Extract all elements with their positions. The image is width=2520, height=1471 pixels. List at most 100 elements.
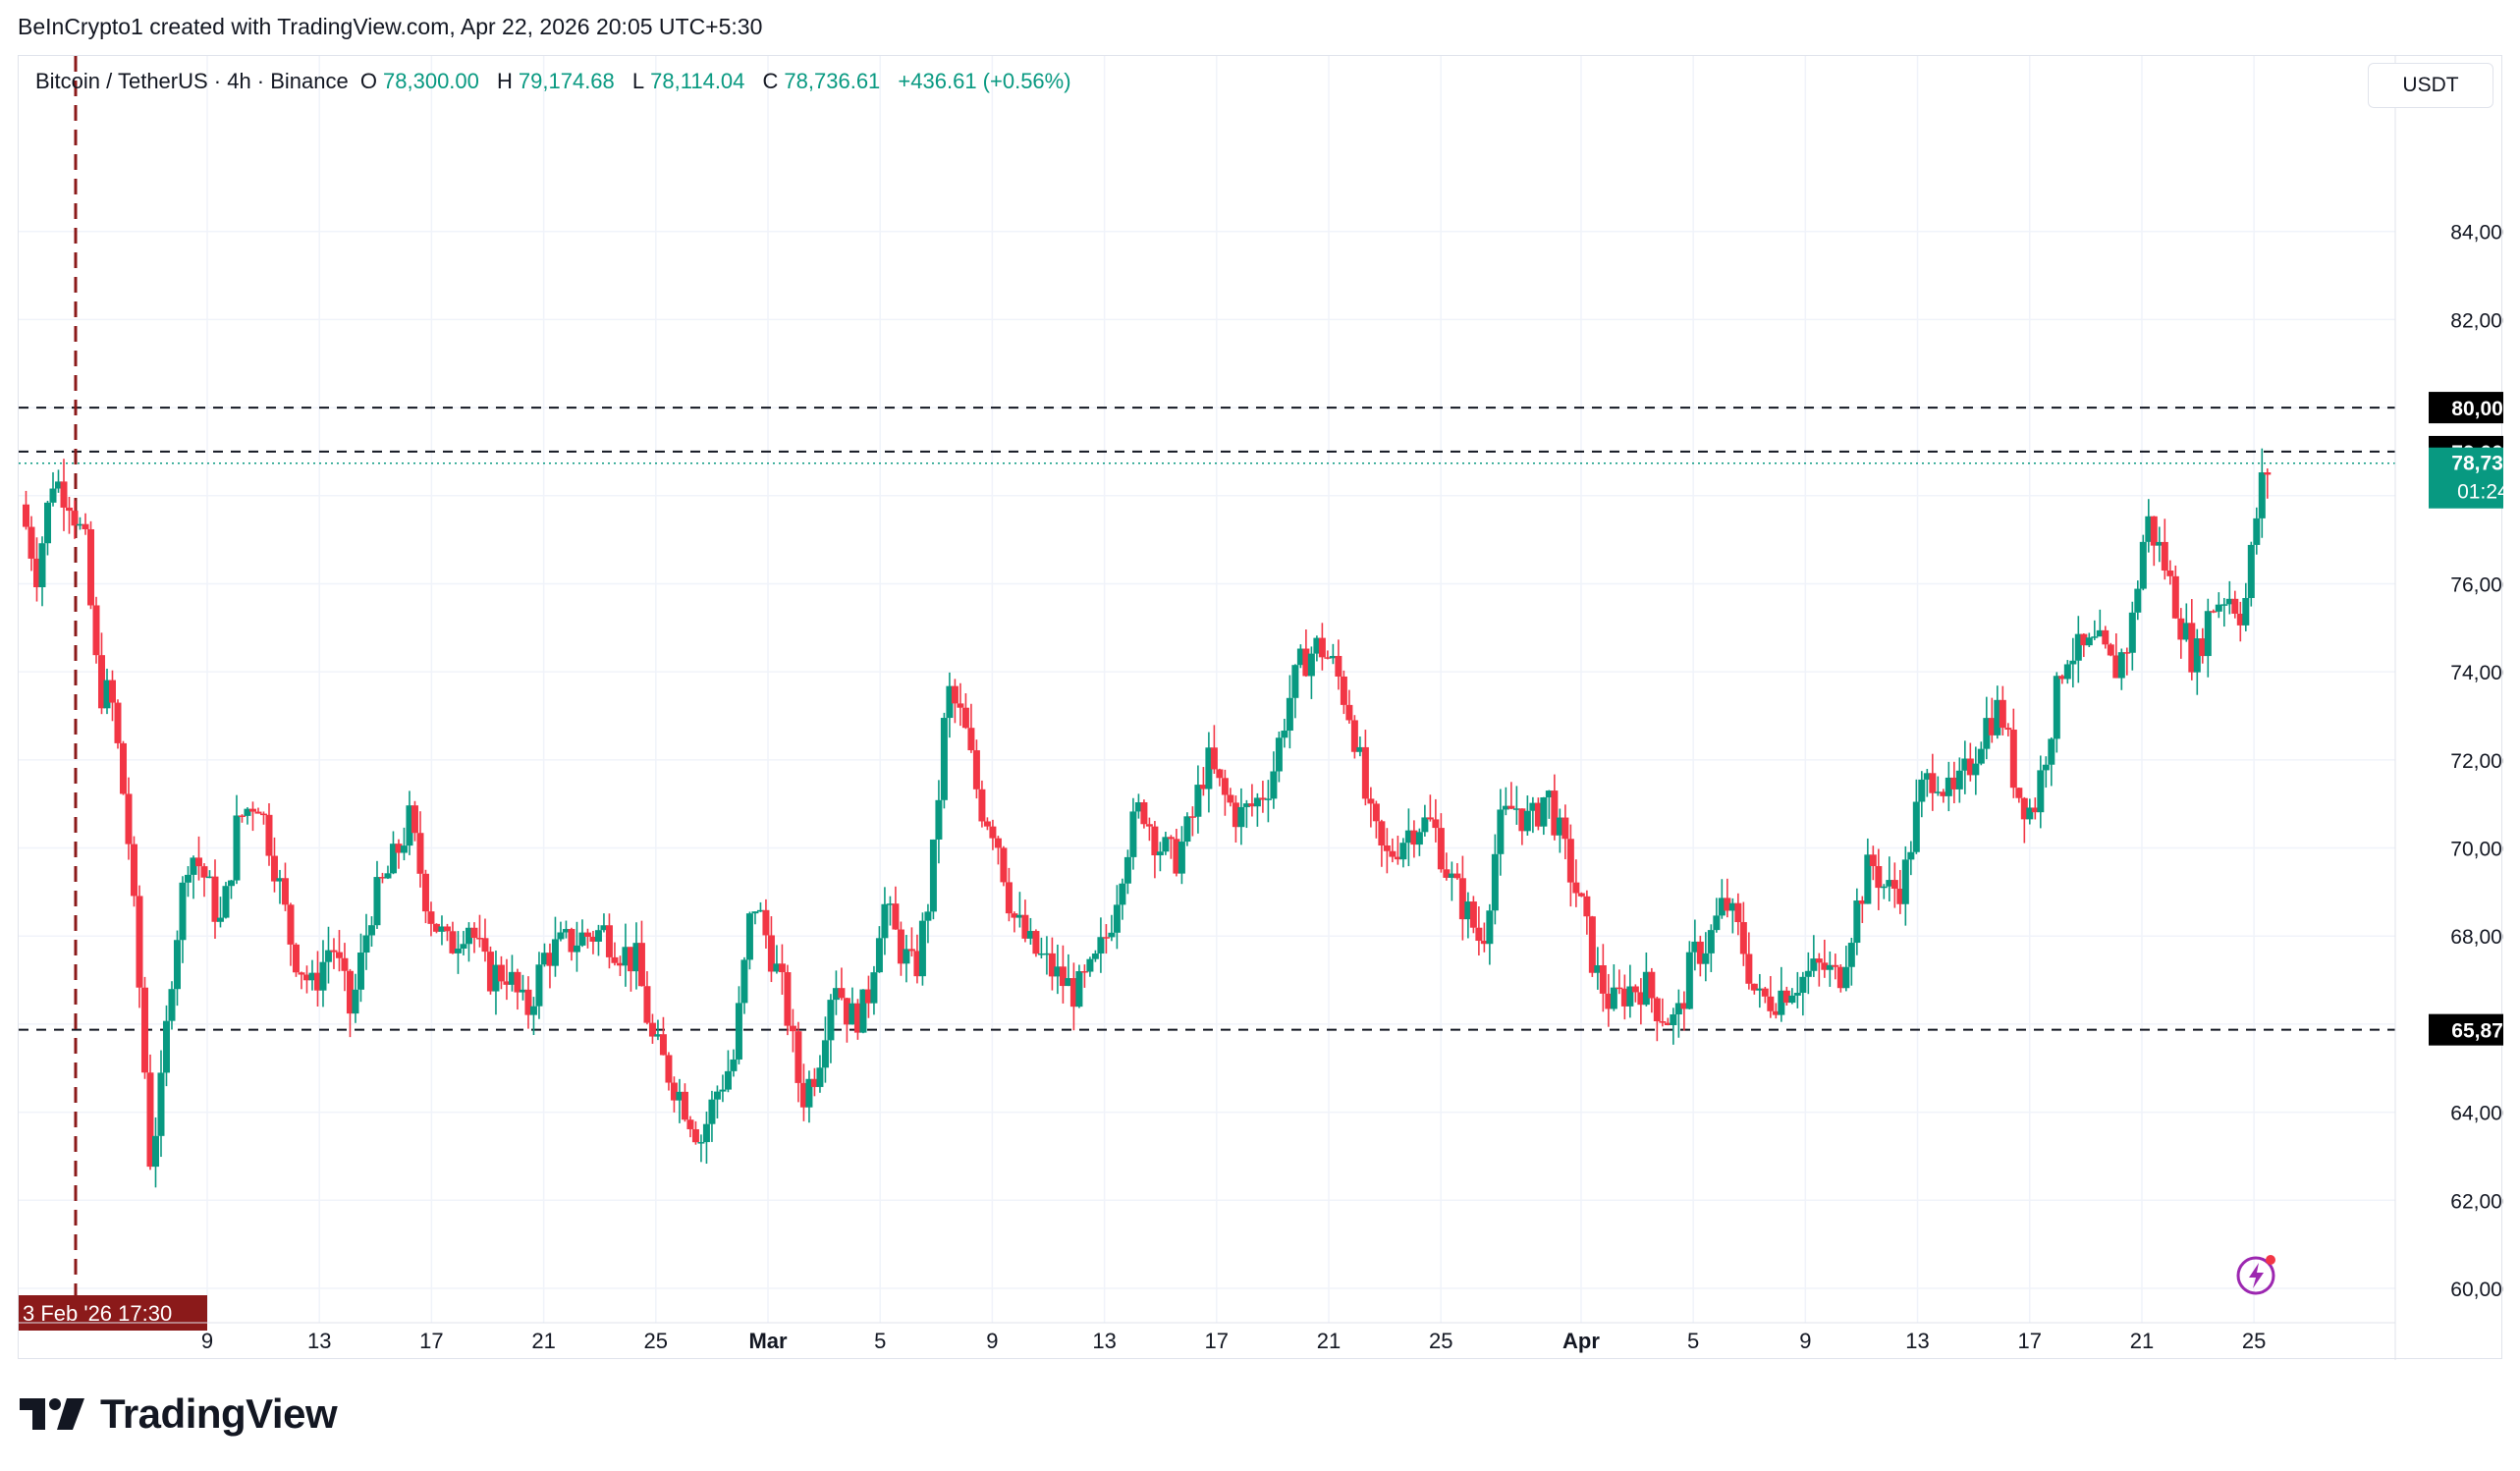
candle-body [157,1072,165,1136]
candle-body [2128,612,2136,653]
candle-body [1637,992,1645,1006]
candle-body [1108,932,1116,938]
candle-body [1021,914,1029,939]
candle-body [1415,832,1423,845]
candle-body [1886,880,1893,887]
candle-body [605,925,613,957]
candle-body [557,932,565,940]
candle-body [319,961,327,991]
candle-body [562,929,570,933]
candle-body [233,815,241,881]
candle-body [2080,633,2088,646]
y-tick-label: 84,000.00 [2450,222,2503,245]
x-tick-label: 25 [644,1329,668,1353]
candle-body [1999,699,2006,729]
candle-body [1988,718,1996,736]
candle-body [832,988,840,1001]
legend-close: 78,736.61 [784,69,881,93]
candle-body [1842,966,1850,989]
candle-body [486,952,494,992]
candle-body [1869,854,1877,867]
candle-body [1950,777,1958,790]
candle-body [1616,987,1623,990]
candle-body [2123,652,2131,654]
candle-body [140,987,148,1073]
candle-body [929,839,937,912]
legend-low: 78,114.04 [650,69,745,93]
candle-body [2026,807,2034,820]
candle-body [789,1025,796,1032]
candle-body [1728,902,1736,911]
candle-body [200,866,208,878]
candle-body [2253,518,2261,545]
candle-body [778,963,786,973]
currency-selector[interactable]: USDT [2368,63,2493,108]
candle-body [82,523,89,529]
candle-body [551,939,559,966]
candle-body [799,1082,807,1108]
candle-body [384,873,392,879]
candle-body [773,963,781,972]
legend-close-label: C [762,69,779,93]
candle-body [2161,541,2168,572]
candle-body [886,903,894,905]
candle-body [114,702,122,743]
candle-body [378,877,386,879]
candle-body [1545,790,1553,798]
candle-body [443,926,451,932]
candle-body [1156,851,1164,856]
y-tick-label: 62,000.00 [2450,1190,2503,1213]
candle-body [65,507,73,512]
candle-body [1955,770,1963,790]
candle-body [406,805,413,846]
candle-body [1529,802,1537,811]
candle-body [1372,803,1380,822]
candle-body [654,1034,662,1037]
candle-body [2156,541,2164,546]
candle-body [465,927,472,945]
countdown-label: 01:24:58 [2457,481,2503,504]
candle-body [1502,805,1509,810]
candle-body [2015,788,2023,798]
candle-body [681,1091,688,1120]
lightning-icon[interactable] [2234,1251,2281,1303]
candle-body [1443,869,1451,878]
candle-body [1782,990,1790,1004]
candle-body [648,1022,656,1037]
candle-body [2242,597,2250,626]
candle-body [1804,970,1812,977]
candle-body [1048,953,1056,977]
candle-body [573,945,580,953]
candle-body [2053,676,2060,739]
candle-body [1631,986,1639,993]
tradingview-logo: TradingView [20,1390,338,1438]
candle-body [162,1020,170,1073]
candle-body [632,943,640,972]
current-price-tag [2429,447,2503,509]
candle-body [1977,748,1985,764]
candle-body [589,936,597,942]
y-tick-label: 72,000.00 [2450,750,2503,773]
candle-body [514,971,521,993]
candle-body [346,970,354,1014]
candle-body [659,1034,667,1056]
price-chart[interactable]: 80,000.0079,000.0065,872.0078,736.6101:2… [19,56,2503,1360]
candle-body [870,972,878,1004]
candle-body [395,844,403,853]
candle-body [184,874,192,883]
date-marker-tag [19,1295,207,1331]
x-tick-label: 9 [986,1329,998,1353]
candle-body [341,957,349,971]
candle-body [222,886,230,918]
candle-body [2004,728,2012,731]
candle-body [740,959,748,1004]
candle-body [1767,996,1775,1011]
candle-body [2225,598,2233,605]
candle-body [248,808,256,812]
candle-body [32,558,40,588]
candle-body [821,1040,829,1068]
chart-frame[interactable]: 80,000.0079,000.0065,872.0078,736.6101:2… [18,55,2503,1360]
candle-body [805,1078,813,1108]
x-tick-label: 5 [1687,1329,1699,1353]
candle-body [2210,611,2218,613]
